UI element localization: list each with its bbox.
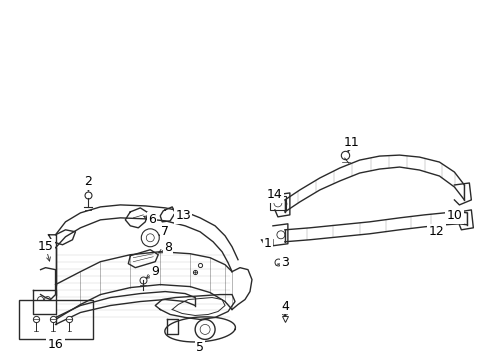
Text: 2: 2 — [84, 175, 92, 189]
Text: 13: 13 — [175, 210, 191, 222]
Text: 3: 3 — [281, 256, 288, 269]
Bar — [269, 196, 285, 210]
Text: 8: 8 — [164, 241, 172, 254]
Text: 5: 5 — [196, 341, 203, 354]
Text: 15: 15 — [38, 240, 53, 253]
Text: 9: 9 — [151, 265, 159, 278]
Text: 1: 1 — [264, 237, 271, 250]
Text: 6: 6 — [148, 213, 156, 226]
Text: 4: 4 — [281, 300, 288, 313]
Bar — [19, 300, 93, 339]
Text: 10: 10 — [446, 210, 461, 222]
Text: 12: 12 — [427, 225, 444, 238]
Text: 14: 14 — [266, 188, 282, 202]
Text: 11: 11 — [343, 136, 359, 149]
Text: 16: 16 — [47, 338, 63, 351]
Text: 7: 7 — [161, 225, 169, 238]
